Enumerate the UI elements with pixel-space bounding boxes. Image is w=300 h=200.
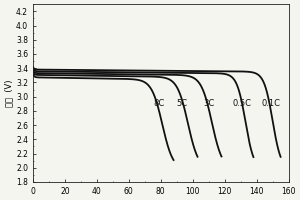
Y-axis label: 电压  (V): 电压 (V)	[4, 79, 13, 107]
Text: 0.5C: 0.5C	[233, 99, 252, 108]
Text: 0.1C: 0.1C	[262, 99, 281, 108]
Text: 5C: 5C	[176, 99, 187, 108]
Text: 3C: 3C	[203, 99, 214, 108]
Text: 8C: 8C	[154, 99, 165, 108]
